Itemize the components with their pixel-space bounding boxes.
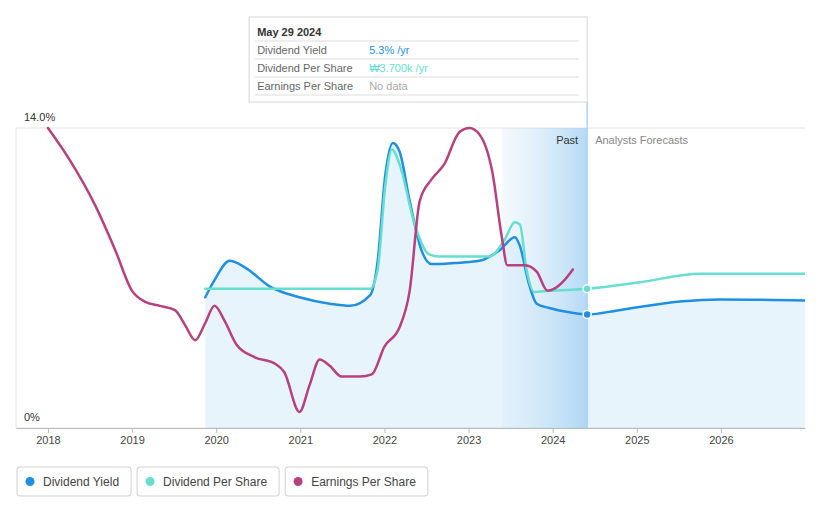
tooltip-label: Dividend Per Share [257,62,352,74]
past-region [502,128,587,428]
tooltip-title: May 29 2024 [257,26,322,38]
plot-area [48,128,805,428]
x-tick: 2022 [373,428,397,446]
tooltip-value: ₩3.700k /yr [369,62,428,74]
x-tick-label: 2021 [289,434,313,446]
tooltip-value: No data [369,80,408,92]
legend-swatch [26,477,35,486]
x-tick: 2023 [457,428,481,446]
legend-label: Dividend Yield [43,475,119,489]
legend-box [137,467,279,496]
legend-swatch [294,477,303,486]
tooltip-label: Dividend Yield [257,44,327,56]
x-tick-mark [48,428,49,433]
legend-box [17,467,131,496]
x-tick-label: 2024 [541,434,565,446]
region-label: Past [556,134,578,146]
series-line [205,149,805,291]
legend-label: Earnings Per Share [311,475,416,489]
tooltip-label: Earnings Per Share [257,80,353,92]
x-tick-mark [553,428,554,433]
x-tick-label: 2022 [373,434,397,446]
x-tick-mark [132,428,133,433]
x-tick-label: 2018 [36,434,60,446]
legend-item: Dividend Per Share [137,467,279,496]
legend-item: Earnings Per Share [285,467,428,496]
x-tick-mark [216,428,217,433]
chart: 2018 2019 2020 2021 2022 2023 2024 2025 2026 0% 14… [0,0,821,508]
x-tick-mark [637,428,638,433]
y-tick-label: 14.0% [24,111,55,123]
x-tick: 2020 [204,428,228,446]
x-tick: 2021 [289,428,313,446]
y-tick-label: 0% [24,411,40,423]
tooltip-box [249,17,587,102]
x-tick: 2024 [541,428,565,446]
x-tick-label: 2026 [709,434,733,446]
tooltip-separator [255,95,579,96]
legend-swatch [146,477,155,486]
hover-dot [583,310,591,318]
now-line [586,102,588,428]
x-axis-line [17,428,806,429]
legend: Dividend Yield Dividend Per Share Earnings… [17,467,428,496]
legend-box [285,467,428,496]
series-line [48,128,573,412]
region-label: Analysts Forecasts [595,134,688,146]
x-tick-label: 2023 [457,434,481,446]
hover-dot [583,285,591,293]
x-tick-mark [384,428,385,433]
x-axis: 2018 2019 2020 2021 2022 2023 2024 2025 2026 [17,428,806,446]
y-axis: 0% 14.0% [24,111,55,423]
series-line [205,143,805,314]
tooltip: May 29 2024 Dividend Yield 5.3% /yr Dividen… [249,17,587,102]
x-tick-mark [469,428,470,433]
legend-item: Dividend Yield [17,467,131,496]
x-tick: 2025 [625,428,649,446]
x-tick-label: 2025 [625,434,649,446]
x-tick: 2019 [120,428,144,446]
tooltip-separator [255,41,579,42]
x-tick-label: 2019 [120,434,144,446]
legend-label: Dividend Per Share [163,475,267,489]
x-tick-mark [300,428,301,433]
y-axis-line [16,128,17,428]
x-tick: 2026 [709,428,733,446]
grid [16,128,805,428]
tooltip-separator [255,77,579,78]
x-tick-mark [721,428,722,433]
grid-line [16,128,805,129]
tooltip-separator [255,59,579,60]
tooltip-value: 5.3% /yr [369,44,410,56]
x-tick-label: 2020 [204,434,228,446]
x-tick: 2018 [36,428,60,446]
